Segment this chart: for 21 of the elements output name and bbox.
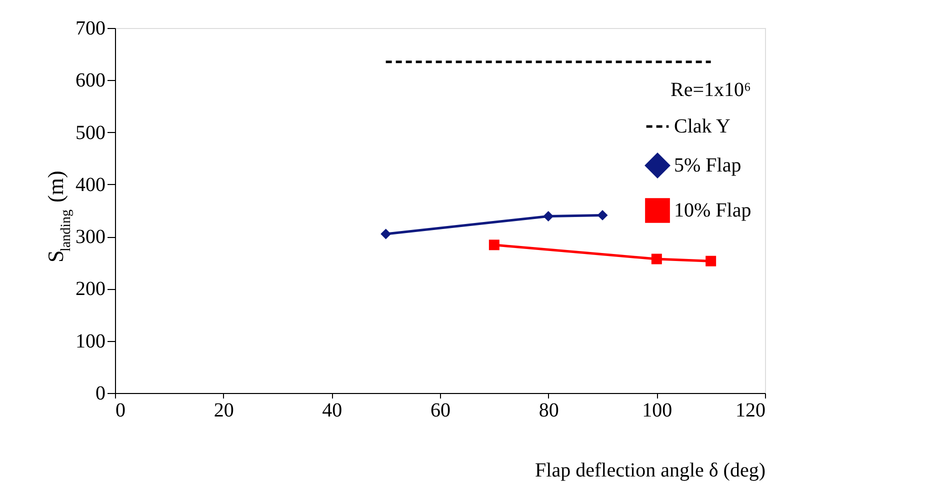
y-tick-label: 400 [76, 174, 106, 196]
x-tick-label: 60 [430, 400, 450, 422]
x-axis-title: Flap deflection angle δ (deg) [535, 460, 766, 482]
x-tick-label: 80 [538, 400, 559, 422]
legend-title: Re=1x10⁶ [670, 79, 752, 101]
x-tick-label: 100 [642, 400, 672, 422]
y-tick-label: 600 [76, 70, 106, 92]
y-tick-label: 0 [96, 382, 106, 404]
x-tick-label: 40 [322, 400, 342, 422]
y-tick-label: 500 [76, 122, 106, 144]
y-tick-label: 300 [76, 226, 106, 248]
x-tick-label: 120 [736, 400, 766, 422]
y-tick-label: 200 [76, 278, 106, 300]
x-tick-label: 0 [116, 400, 126, 422]
y-tick-label: 100 [76, 330, 106, 352]
legend-label: 10% Flap [674, 200, 752, 222]
legend-label: 5% Flap [674, 154, 742, 176]
y-tick-label: 700 [76, 18, 106, 40]
legend-label: Clak Y [674, 116, 730, 138]
x-tick-label: 20 [214, 400, 234, 422]
y-axis-title: Slanding (m) [43, 170, 74, 262]
